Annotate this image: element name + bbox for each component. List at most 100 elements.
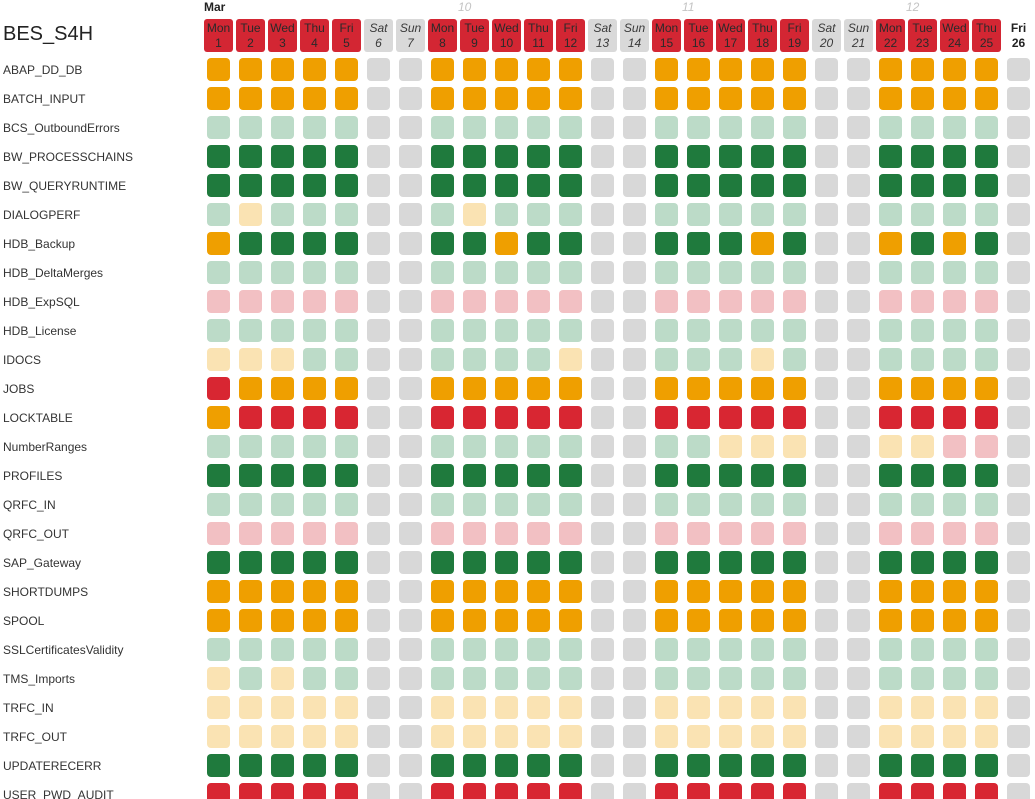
status-cell[interactable] bbox=[527, 145, 550, 168]
day-header[interactable]: Tue 16 bbox=[684, 19, 713, 52]
status-cell[interactable] bbox=[751, 261, 774, 284]
status-cell[interactable] bbox=[655, 87, 678, 110]
status-cell[interactable] bbox=[271, 348, 294, 371]
status-cell[interactable] bbox=[495, 290, 518, 313]
day-header[interactable]: Wed 17 bbox=[716, 19, 745, 52]
status-cell[interactable] bbox=[431, 493, 454, 516]
status-cell[interactable] bbox=[911, 116, 934, 139]
status-cell[interactable] bbox=[911, 261, 934, 284]
status-cell[interactable] bbox=[687, 725, 710, 748]
status-cell[interactable] bbox=[783, 87, 806, 110]
status-cell[interactable] bbox=[271, 551, 294, 574]
check-name-label[interactable]: BCS_OutboundErrors bbox=[3, 121, 120, 135]
status-cell[interactable] bbox=[719, 725, 742, 748]
day-header[interactable]: Sat 6 bbox=[364, 19, 393, 52]
day-header[interactable]: Thu 18 bbox=[748, 19, 777, 52]
status-cell[interactable] bbox=[783, 435, 806, 458]
status-cell[interactable] bbox=[591, 58, 614, 81]
status-cell[interactable] bbox=[911, 348, 934, 371]
status-cell[interactable] bbox=[815, 667, 838, 690]
status-cell[interactable] bbox=[1007, 290, 1030, 313]
check-name-label[interactable]: QRFC_IN bbox=[3, 498, 56, 512]
status-cell[interactable] bbox=[687, 203, 710, 226]
status-cell[interactable] bbox=[303, 522, 326, 545]
status-cell[interactable] bbox=[1007, 261, 1030, 284]
status-cell[interactable] bbox=[239, 783, 262, 799]
day-header[interactable]: Wed 24 bbox=[940, 19, 969, 52]
status-cell[interactable] bbox=[303, 696, 326, 719]
status-cell[interactable] bbox=[783, 551, 806, 574]
status-cell[interactable] bbox=[367, 261, 390, 284]
status-cell[interactable] bbox=[623, 638, 646, 661]
status-cell[interactable] bbox=[591, 145, 614, 168]
status-cell[interactable] bbox=[623, 551, 646, 574]
status-cell[interactable] bbox=[655, 464, 678, 487]
status-cell[interactable] bbox=[751, 609, 774, 632]
status-cell[interactable] bbox=[815, 725, 838, 748]
status-cell[interactable] bbox=[687, 609, 710, 632]
status-cell[interactable] bbox=[367, 232, 390, 255]
status-cell[interactable] bbox=[367, 609, 390, 632]
status-cell[interactable] bbox=[655, 783, 678, 799]
status-cell[interactable] bbox=[207, 232, 230, 255]
status-cell[interactable] bbox=[815, 754, 838, 777]
day-header[interactable]: Thu 11 bbox=[524, 19, 553, 52]
status-cell[interactable] bbox=[975, 464, 998, 487]
status-cell[interactable] bbox=[527, 783, 550, 799]
status-cell[interactable] bbox=[751, 783, 774, 799]
status-cell[interactable] bbox=[943, 580, 966, 603]
status-cell[interactable] bbox=[463, 493, 486, 516]
status-cell[interactable] bbox=[335, 145, 358, 168]
status-cell[interactable] bbox=[239, 87, 262, 110]
status-cell[interactable] bbox=[911, 667, 934, 690]
status-cell[interactable] bbox=[335, 493, 358, 516]
status-cell[interactable] bbox=[719, 58, 742, 81]
status-cell[interactable] bbox=[623, 58, 646, 81]
status-cell[interactable] bbox=[911, 435, 934, 458]
status-cell[interactable] bbox=[367, 406, 390, 429]
status-cell[interactable] bbox=[783, 638, 806, 661]
status-cell[interactable] bbox=[1007, 174, 1030, 197]
status-cell[interactable] bbox=[303, 58, 326, 81]
status-cell[interactable] bbox=[911, 464, 934, 487]
status-cell[interactable] bbox=[527, 87, 550, 110]
status-cell[interactable] bbox=[687, 261, 710, 284]
status-cell[interactable] bbox=[815, 348, 838, 371]
status-cell[interactable] bbox=[495, 580, 518, 603]
status-cell[interactable] bbox=[271, 203, 294, 226]
status-cell[interactable] bbox=[367, 87, 390, 110]
check-name-label[interactable]: SPOOL bbox=[3, 614, 45, 628]
status-cell[interactable] bbox=[623, 377, 646, 400]
status-cell[interactable] bbox=[751, 348, 774, 371]
status-cell[interactable] bbox=[207, 725, 230, 748]
status-cell[interactable] bbox=[623, 406, 646, 429]
status-cell[interactable] bbox=[399, 435, 422, 458]
status-cell[interactable] bbox=[975, 754, 998, 777]
status-cell[interactable] bbox=[783, 522, 806, 545]
status-cell[interactable] bbox=[399, 174, 422, 197]
status-cell[interactable] bbox=[911, 406, 934, 429]
status-cell[interactable] bbox=[655, 522, 678, 545]
status-cell[interactable] bbox=[783, 754, 806, 777]
status-cell[interactable] bbox=[879, 522, 902, 545]
status-cell[interactable] bbox=[463, 116, 486, 139]
day-header[interactable]: Sun 7 bbox=[396, 19, 425, 52]
status-cell[interactable] bbox=[463, 261, 486, 284]
status-cell[interactable] bbox=[751, 580, 774, 603]
status-cell[interactable] bbox=[239, 696, 262, 719]
status-cell[interactable] bbox=[687, 319, 710, 342]
status-cell[interactable] bbox=[559, 580, 582, 603]
status-cell[interactable] bbox=[239, 464, 262, 487]
status-cell[interactable] bbox=[751, 58, 774, 81]
status-cell[interactable] bbox=[623, 145, 646, 168]
status-cell[interactable] bbox=[207, 754, 230, 777]
status-cell[interactable] bbox=[303, 145, 326, 168]
status-cell[interactable] bbox=[879, 435, 902, 458]
status-cell[interactable] bbox=[303, 348, 326, 371]
status-cell[interactable] bbox=[399, 725, 422, 748]
status-cell[interactable] bbox=[367, 667, 390, 690]
status-cell[interactable] bbox=[847, 232, 870, 255]
status-cell[interactable] bbox=[815, 406, 838, 429]
status-cell[interactable] bbox=[975, 493, 998, 516]
status-cell[interactable] bbox=[367, 725, 390, 748]
